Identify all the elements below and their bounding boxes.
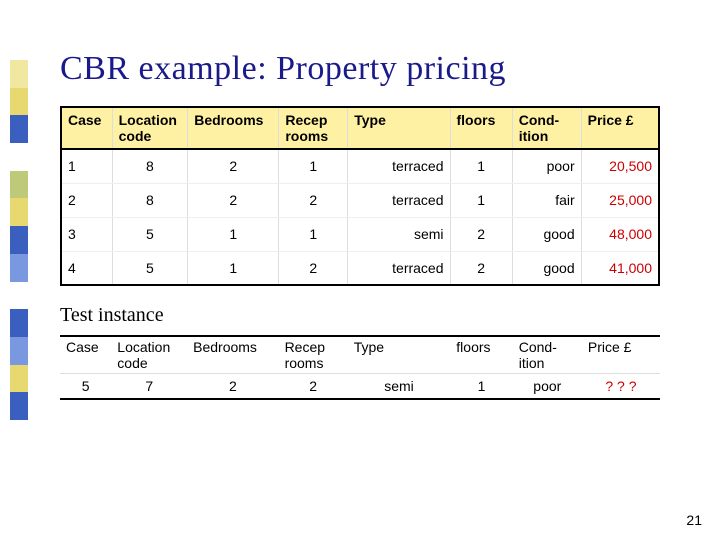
sidebar-block [10,171,28,199]
cell-case: 3 [61,217,112,251]
col-floors: floors [450,107,512,149]
sidebar-block [10,392,28,420]
cell-type: semi [348,217,450,251]
table-row: 2822terraced1fair25,000 [61,183,659,217]
cell-price: ? ? ? [582,374,660,400]
col-recep: Recep rooms [279,107,348,149]
col-recep: Recep rooms [279,336,348,374]
sidebar-block [10,282,28,310]
cell-type: terraced [348,251,450,285]
col-cond: Cond-ition [513,336,582,374]
cell-cond: poor [513,374,582,400]
table-row: 5 7 2 2 semi 1 poor ? ? ? [60,374,660,400]
cell-case: 1 [61,149,112,183]
sidebar-block [10,88,28,116]
cell-price: 48,000 [581,217,659,251]
cell-price: 25,000 [581,183,659,217]
cell-type: terraced [348,183,450,217]
col-price: Price £ [582,336,660,374]
table-row: 4512terraced2good41,000 [61,251,659,285]
cell-recep: 2 [279,251,348,285]
table-header-row: Case Location code Bedrooms Recep rooms … [61,107,659,149]
cell-floors: 2 [450,251,512,285]
cell-bed: 2 [187,374,278,400]
cell-floors: 1 [450,183,512,217]
slide-content: CBR example: Property pricing Case Locat… [60,50,700,400]
sidebar-block [10,115,28,143]
col-floors: floors [450,336,512,374]
sidebar-block [10,198,28,226]
sidebar-block [10,254,28,282]
cell-loc: 8 [112,183,188,217]
col-bed: Bedrooms [188,107,279,149]
cell-loc: 8 [112,149,188,183]
test-table: Case Location code Bedrooms Recep rooms … [60,335,660,400]
cell-price: 41,000 [581,251,659,285]
cell-floors: 2 [450,217,512,251]
sidebar-block [10,226,28,254]
cell-recep: 2 [279,183,348,217]
table-header-row: Case Location code Bedrooms Recep rooms … [60,336,660,374]
cell-loc: 7 [111,374,187,400]
table-row: 3511semi2good48,000 [61,217,659,251]
decorative-sidebar [0,60,36,420]
cell-bed: 1 [188,217,279,251]
cell-floors: 1 [450,374,512,400]
col-type: Type [348,107,450,149]
col-case: Case [61,107,112,149]
sidebar-block [10,337,28,365]
col-bed: Bedrooms [187,336,278,374]
col-cond: Cond-ition [512,107,581,149]
cell-type: terraced [348,149,450,183]
page-number: 21 [686,512,702,528]
col-type: Type [348,336,451,374]
col-price: Price £ [581,107,659,149]
cell-bed: 2 [188,149,279,183]
sidebar-block [10,143,28,171]
col-loc: Location code [111,336,187,374]
table-row: 1821terraced1poor20,500 [61,149,659,183]
cell-floors: 1 [450,149,512,183]
cell-cond: fair [512,183,581,217]
sidebar-block [10,365,28,393]
cases-table: Case Location code Bedrooms Recep rooms … [60,106,660,286]
col-loc: Location code [112,107,188,149]
cell-recep: 1 [279,217,348,251]
cell-case: 2 [61,183,112,217]
slide-title: CBR example: Property pricing [60,50,700,88]
cell-price: 20,500 [581,149,659,183]
cell-case: 5 [60,374,111,400]
cell-type: semi [348,374,451,400]
cell-bed: 1 [188,251,279,285]
col-case: Case [60,336,111,374]
test-instance-label: Test instance [60,304,700,327]
cell-cond: good [512,217,581,251]
cell-cond: poor [512,149,581,183]
cell-cond: good [512,251,581,285]
cell-case: 4 [61,251,112,285]
sidebar-block [10,60,28,88]
cell-loc: 5 [112,217,188,251]
cell-recep: 1 [279,149,348,183]
cell-loc: 5 [112,251,188,285]
cell-bed: 2 [188,183,279,217]
cell-recep: 2 [279,374,348,400]
sidebar-block [10,309,28,337]
